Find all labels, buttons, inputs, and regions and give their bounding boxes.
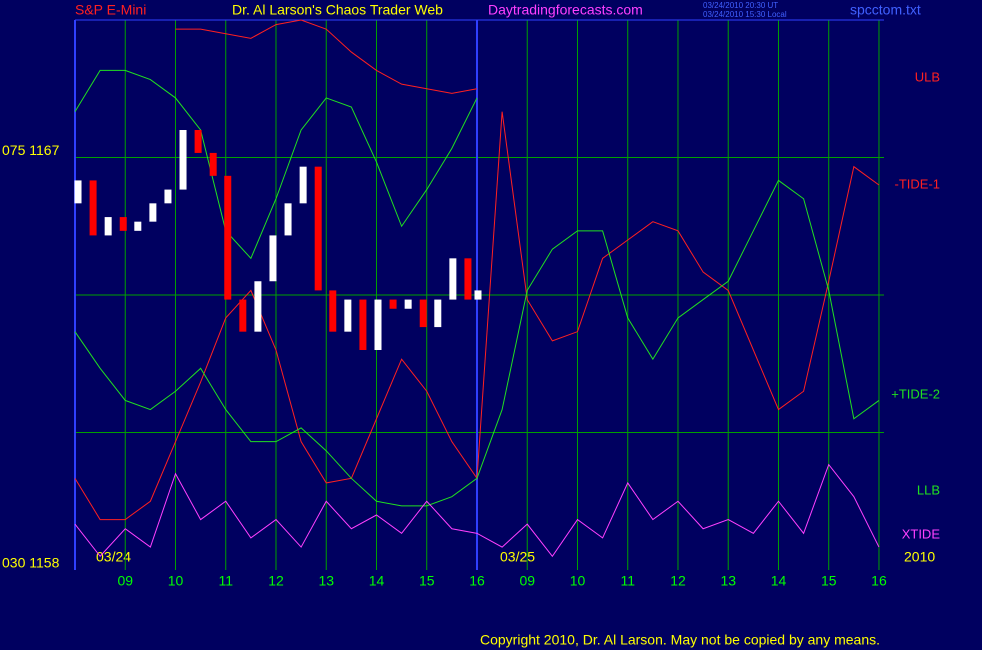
x-tick-label: 14 xyxy=(771,573,787,589)
x-tick-label: 09 xyxy=(519,573,535,589)
price-bar xyxy=(254,281,262,332)
series-line xyxy=(74,463,880,558)
series-line xyxy=(175,19,478,94)
price-bar xyxy=(74,180,82,204)
price-bar xyxy=(299,166,307,204)
price-bar xyxy=(329,290,337,332)
legend-label: ULB xyxy=(915,69,940,84)
price-bar xyxy=(464,258,472,300)
price-bar xyxy=(179,130,187,190)
legend-label: LLB xyxy=(917,482,940,497)
x-tick-label: 16 xyxy=(871,573,887,589)
x-tick-label: 12 xyxy=(670,573,686,589)
x-tick-label: 13 xyxy=(318,573,334,589)
price-bar xyxy=(104,217,112,236)
price-bar xyxy=(164,189,172,204)
price-bar xyxy=(344,299,352,332)
x-tick-label: 15 xyxy=(821,573,837,589)
x-tick-label: 12 xyxy=(268,573,284,589)
timestamp: 03/24/2010 15:30 Local xyxy=(703,10,787,19)
x-tick-label: 09 xyxy=(117,573,133,589)
file-name: spcctom.txt xyxy=(850,2,921,18)
price-bar xyxy=(194,130,202,153)
date-label: 2010 xyxy=(904,549,935,565)
instrument: S&P E-Mini xyxy=(75,2,146,18)
x-tick-label: 10 xyxy=(570,573,586,589)
chart-title: Dr. Al Larson's Chaos Trader Web xyxy=(232,2,443,18)
price-bar xyxy=(419,299,427,328)
price-bar xyxy=(209,152,217,176)
x-tick-label: 11 xyxy=(218,573,233,589)
legend-label: +TIDE-2 xyxy=(891,386,940,401)
price-bar xyxy=(89,180,97,236)
timestamp: 03/24/2010 20:30 UT xyxy=(703,1,778,10)
x-tick-label: 10 xyxy=(168,573,184,589)
x-tick-label: 15 xyxy=(419,573,435,589)
price-bar xyxy=(239,299,247,332)
price-bar xyxy=(119,217,127,231)
series-line xyxy=(74,179,880,507)
price-bar xyxy=(359,299,367,350)
date-label: 03/24 xyxy=(96,549,131,565)
legend-label: XTIDE xyxy=(902,526,941,541)
price-bar xyxy=(434,299,442,328)
y-tick-label: 030 1158 xyxy=(2,555,60,571)
series-line xyxy=(74,69,478,260)
x-tick-label: 11 xyxy=(620,573,635,589)
price-bar xyxy=(314,166,322,291)
price-bar xyxy=(134,221,142,231)
price-bar xyxy=(389,299,397,309)
site: Daytradingforecasts.com xyxy=(488,2,643,18)
date-label: 03/25 xyxy=(500,549,535,565)
price-bar xyxy=(149,203,157,222)
price-bar xyxy=(374,299,382,350)
price-bar xyxy=(404,299,412,309)
price-bar xyxy=(474,290,482,300)
copyright: Copyright 2010, Dr. Al Larson. May not b… xyxy=(480,632,880,648)
x-tick-label: 16 xyxy=(469,573,485,589)
price-bar xyxy=(224,175,232,300)
y-tick-label: 075 1167 xyxy=(2,142,60,158)
x-tick-label: 13 xyxy=(720,573,736,589)
price-bar xyxy=(269,235,277,282)
x-tick-label: 14 xyxy=(369,573,385,589)
price-bar xyxy=(284,203,292,236)
legend-label: -TIDE-1 xyxy=(895,176,941,191)
price-bar xyxy=(449,258,457,300)
